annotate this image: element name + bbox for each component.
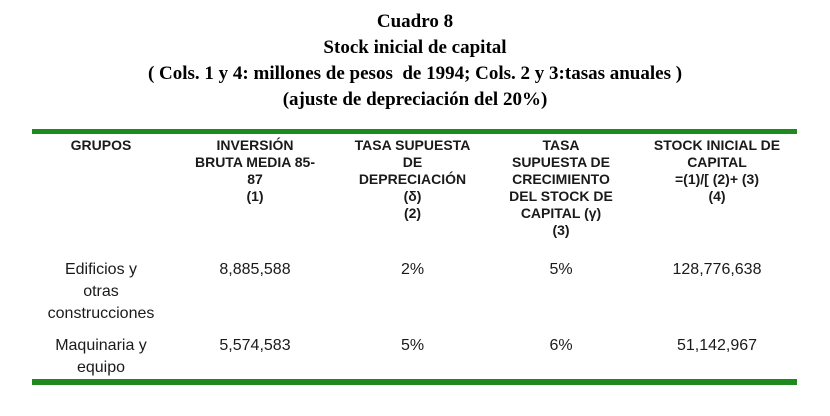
header-row: GRUPOS INVERSIÓN BRUTA MEDIA 85- 87 (1) … <box>32 132 797 260</box>
cell-inversion: 8,885,588 <box>219 261 291 278</box>
header-tasa-depreciacion: TASA SUPUESTA DE DEPRECIACIÓN (δ) (2) <box>354 137 471 221</box>
header-grupos: GRUPOS <box>70 137 132 153</box>
header-stock-inicial-capital: STOCK INICIAL DE CAPITAL =(1)/[ (2)+ (3)… <box>653 137 781 204</box>
header-inversion-bruta-media: INVERSIÓN BRUTA MEDIA 85- 87 (1) <box>194 137 316 204</box>
cell-crecimiento: 5% <box>549 261 573 278</box>
cell-stock-inicial: 51,142,967 <box>676 337 758 354</box>
document-page: Cuadro 8 Stock inicial de capital ( Cols… <box>0 9 830 416</box>
table-main-title: Stock inicial de capital <box>323 37 507 58</box>
cell-crecimiento: 6% <box>549 337 573 354</box>
capital-stock-table: GRUPOS INVERSIÓN BRUTA MEDIA 85- 87 (1) … <box>32 129 797 385</box>
cell-depreciacion: 5% <box>400 337 425 354</box>
header-tasa-crecimiento-stock: TASA SUPUESTA DE CRECIMIENTO DEL STOCK D… <box>509 137 613 238</box>
cell-stock-inicial: 128,776,638 <box>672 261 762 278</box>
table-number-title: Cuadro 8 <box>376 11 454 32</box>
table-units-note: ( Cols. 1 y 4: millones de pesos de 1994… <box>147 63 683 84</box>
table-row-maquinaria: Maquinaria y equipo 5,574,583 5% 6% 51,1… <box>32 335 797 382</box>
table-adjustment-note: (ajuste de depreciación del 20%) <box>282 89 548 110</box>
table-title-block: Cuadro 8 Stock inicial de capital ( Cols… <box>0 9 830 113</box>
cell-inversion: 5,574,583 <box>219 337 291 354</box>
cell-grupo: Edificios y otras construcciones <box>47 261 155 322</box>
cell-depreciacion: 2% <box>400 261 425 278</box>
table-row-edificios: Edificios y otras construcciones 8,885,5… <box>32 259 797 335</box>
cell-grupo: Maquinaria y equipo <box>55 337 147 376</box>
